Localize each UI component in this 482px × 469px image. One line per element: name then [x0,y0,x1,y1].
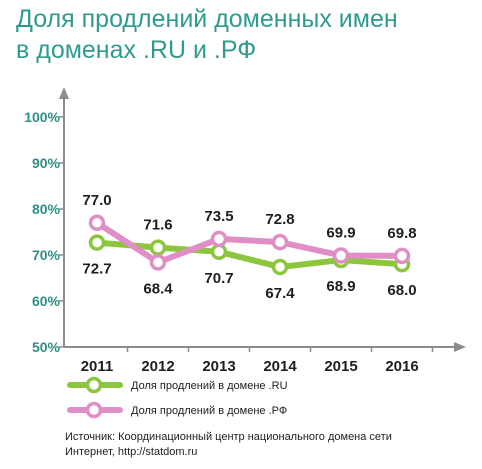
x-tick-label: 2013 [202,358,235,375]
x-tick-label: 2015 [324,358,357,375]
chart-title-line-1: Доля продлений доменных имен [16,5,398,33]
legend-swatch-marker [85,376,103,394]
data-label: 71.6 [143,217,172,234]
y-tick-label: 90% [32,155,61,171]
chart-series: 72.7 71.6 70.7 67.4 68.9 68.0 77.0 68.4 73.5 72.8… [82,192,416,302]
data-point [271,233,289,251]
data-label: 73.5 [204,208,233,225]
data-label: 72.7 [82,261,111,278]
data-label: 69.9 [326,224,355,241]
y-tick-label: 80% [32,201,61,217]
data-point [149,239,167,256]
x-tick-label: 2014 [263,358,297,375]
data-point [88,234,106,251]
data-point [88,214,106,232]
data-point [393,247,411,265]
chart-axes: 50% 60% 70% 80% 90% 100% 2011 2012 2013 2014 2015 2… [24,87,466,375]
chart-title: Доля продлений доменных имен в доменах .… [16,4,476,66]
data-label: 68.0 [387,282,416,299]
x-axis-arrow [454,342,466,352]
data-label: 70.7 [204,270,233,287]
data-point [210,230,228,248]
data-label: 69.8 [387,225,416,242]
x-tick-label: 2011 [81,358,114,375]
legend-label: Доля продлений в домене .РФ [131,405,287,417]
x-tick-label: 2012 [141,358,174,375]
data-point [332,247,350,264]
series-line [94,239,405,270]
data-label: 72.8 [265,211,294,228]
series-line [94,219,405,266]
chart-legend: Доля продлений в домене .RU Доля продлени… [67,376,288,419]
data-label: 77.0 [82,192,111,209]
data-label: 68.4 [143,280,173,297]
legend-swatch-marker [85,401,103,419]
x-tick-label: 2016 [385,358,418,375]
source-line-2: Интернет, http://statdom.ru [65,446,198,458]
source-note: Источник: Координационный центр национал… [65,430,475,460]
chart-title-line-2: в доменах .RU и .РФ [16,36,257,64]
y-axis-arrow [59,87,69,99]
y-tick-label: 70% [32,247,61,263]
data-point [271,258,289,276]
legend-label: Доля продлений в домене .RU [131,380,288,392]
y-tick-label: 100% [24,109,60,125]
data-point [149,254,167,271]
data-label: 68.9 [326,278,355,295]
source-line-1: Источник: Координационный центр национал… [65,431,392,443]
y-tick-label: 50% [32,339,61,355]
data-label: 67.4 [265,285,295,302]
y-tick-label: 60% [32,293,61,309]
data-point [210,243,228,261]
